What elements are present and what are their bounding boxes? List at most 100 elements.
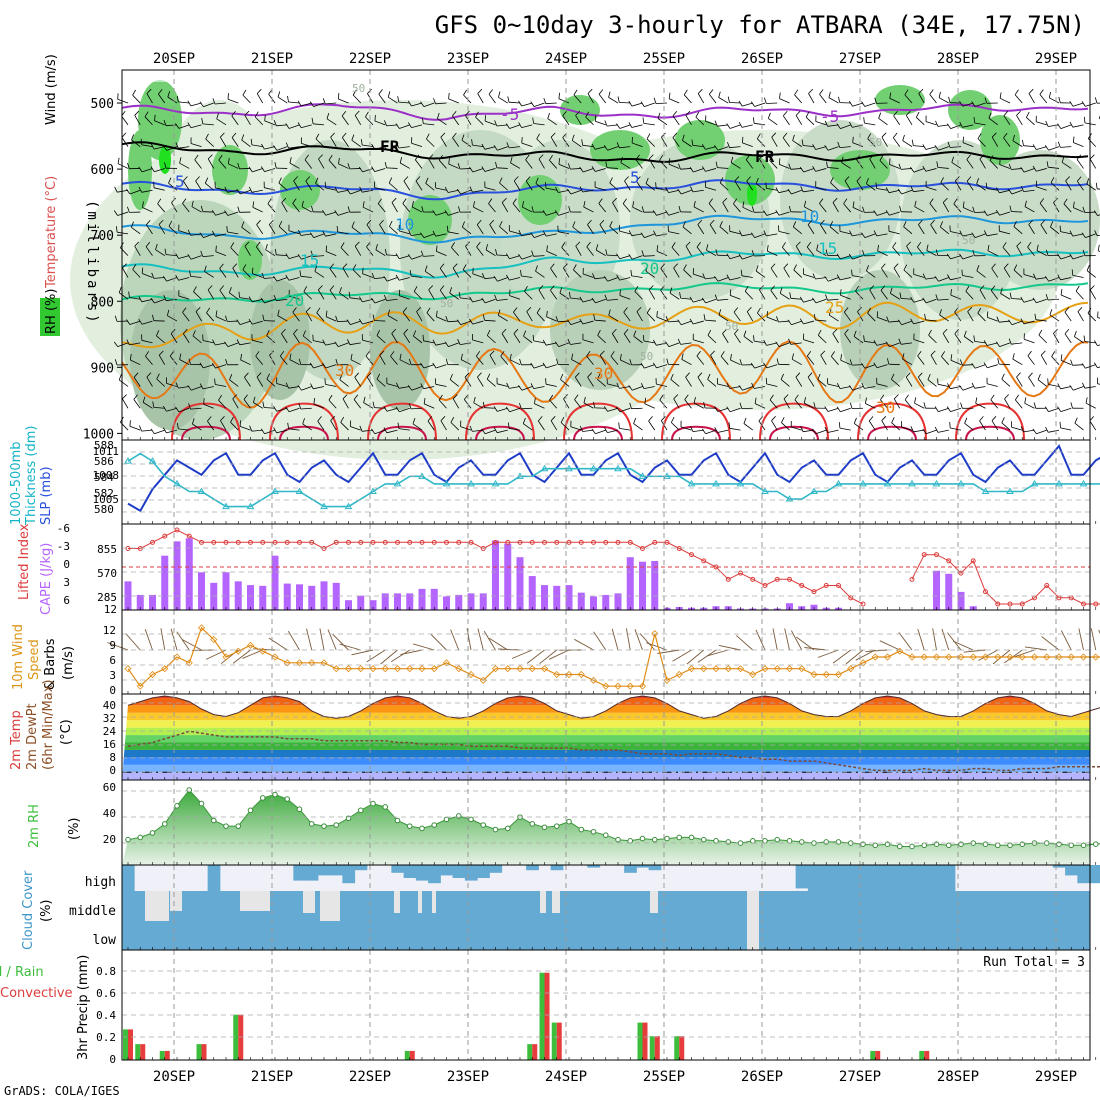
wind-barb-feather	[807, 372, 813, 378]
wind-barb	[778, 342, 790, 347]
wind-barb-feather	[996, 316, 1000, 323]
wind-barb-feather	[458, 291, 461, 298]
wind-barb	[535, 183, 545, 191]
wind-barb	[927, 379, 937, 387]
wind-barb	[156, 335, 166, 344]
wind-ylabel-d: (m/s)	[61, 646, 76, 680]
wind-barb	[950, 277, 962, 281]
wind-barb	[1086, 183, 1096, 191]
li-marker	[382, 539, 388, 545]
wind-barb	[154, 168, 165, 173]
wind-barb	[352, 269, 362, 278]
rh-contour-label: 50	[352, 82, 365, 95]
wind-barb-feather	[841, 156, 844, 163]
wind-barb	[830, 356, 839, 365]
wind-barb-feather	[450, 416, 455, 423]
wind-barb-feather	[113, 210, 118, 216]
wind-barb	[671, 247, 680, 256]
wind-barb-feather	[849, 402, 853, 409]
wind-barb	[229, 379, 239, 387]
footer-credit: GrADS: COLA/IGES	[4, 1084, 120, 1098]
wind-barb-feather	[383, 294, 387, 301]
wind-barb	[1075, 290, 1084, 300]
wind-barb-feather	[849, 359, 853, 366]
wind-barb	[117, 189, 129, 193]
wind-barb	[350, 359, 361, 366]
wind-barb-feather	[432, 362, 437, 369]
wind-barb-feather	[559, 287, 563, 294]
wind-barb-feather	[726, 382, 731, 389]
precip-total-bar	[527, 1044, 533, 1060]
wind-barb-feather	[1084, 116, 1086, 123]
wind-barb	[509, 407, 521, 413]
wind-barb-feather	[840, 354, 842, 361]
precip-total-bar	[551, 1022, 557, 1060]
wind-barb	[717, 407, 729, 412]
wind-barb	[351, 226, 361, 235]
li-marker	[260, 539, 266, 545]
wind-barb-feather	[475, 111, 479, 118]
wind-barb	[178, 295, 190, 300]
wind-barb-feather	[574, 394, 579, 400]
wind-barb-feather	[800, 426, 804, 432]
precip-conv-bar	[875, 1050, 881, 1060]
wind-barb-feather	[438, 394, 443, 401]
wind-barb-feather	[273, 405, 278, 412]
precip-conv-bar	[201, 1044, 207, 1060]
wind-barb	[350, 189, 361, 195]
wind-barb-feather	[695, 111, 700, 118]
wind-barb	[979, 289, 986, 300]
wind-barb	[202, 386, 214, 390]
wind-barb	[967, 311, 974, 322]
wind-barb	[893, 398, 901, 409]
wind-barb-feather	[452, 394, 458, 400]
wind-barb	[521, 124, 533, 128]
cape-bar	[161, 555, 169, 610]
wind-barb-feather	[139, 425, 142, 432]
wind-barb-feather	[628, 230, 633, 236]
temp-tick: 40	[103, 699, 116, 712]
wind-barb	[141, 429, 153, 432]
wind-barb	[472, 273, 484, 278]
wind-barb	[362, 273, 374, 278]
wind-barb-feather	[141, 267, 144, 274]
wind-barb	[1023, 429, 1035, 433]
wind-barb	[254, 116, 264, 126]
wind-barb-feather	[187, 100, 192, 107]
wind-barb	[594, 186, 606, 191]
wind-speed-marker	[749, 670, 757, 679]
wind-barb-feather	[585, 111, 590, 118]
wind-barb	[560, 422, 570, 431]
wind-barb-feather	[837, 141, 841, 148]
wind-barb	[668, 342, 680, 347]
wind-barb-feather	[175, 142, 179, 149]
wind-barb	[252, 168, 263, 173]
wind-barb	[852, 207, 864, 213]
wind-barb	[526, 311, 533, 322]
cape-bar	[455, 594, 463, 610]
wind-barb-feather	[239, 420, 241, 427]
wind-barb	[570, 168, 582, 170]
wind-ylabel: 10m Wind Speed & Barbs (m/s)	[11, 624, 76, 690]
wind-barb	[1049, 97, 1060, 104]
wind-barb-feather	[456, 319, 461, 325]
wind-barb	[594, 319, 606, 322]
wind-barb	[536, 138, 545, 147]
wind-barb	[190, 233, 202, 236]
wind-barb	[132, 94, 141, 104]
wind-barb-feather	[274, 248, 277, 255]
wind-barb	[203, 233, 214, 238]
wind-barb	[301, 255, 312, 260]
thickness-marker	[932, 479, 941, 487]
wind-barb-feather	[482, 314, 485, 321]
wind-barb	[620, 162, 631, 169]
wind-barb	[399, 124, 410, 129]
wind-barb	[632, 386, 643, 391]
wind-barb-feather	[303, 286, 308, 292]
wind-barb	[550, 136, 558, 147]
slp-tick: 1011	[93, 445, 120, 458]
rh-marker	[198, 800, 205, 807]
wind-barb	[545, 383, 557, 387]
wind-barb	[816, 249, 827, 257]
wind-barb	[729, 407, 741, 413]
